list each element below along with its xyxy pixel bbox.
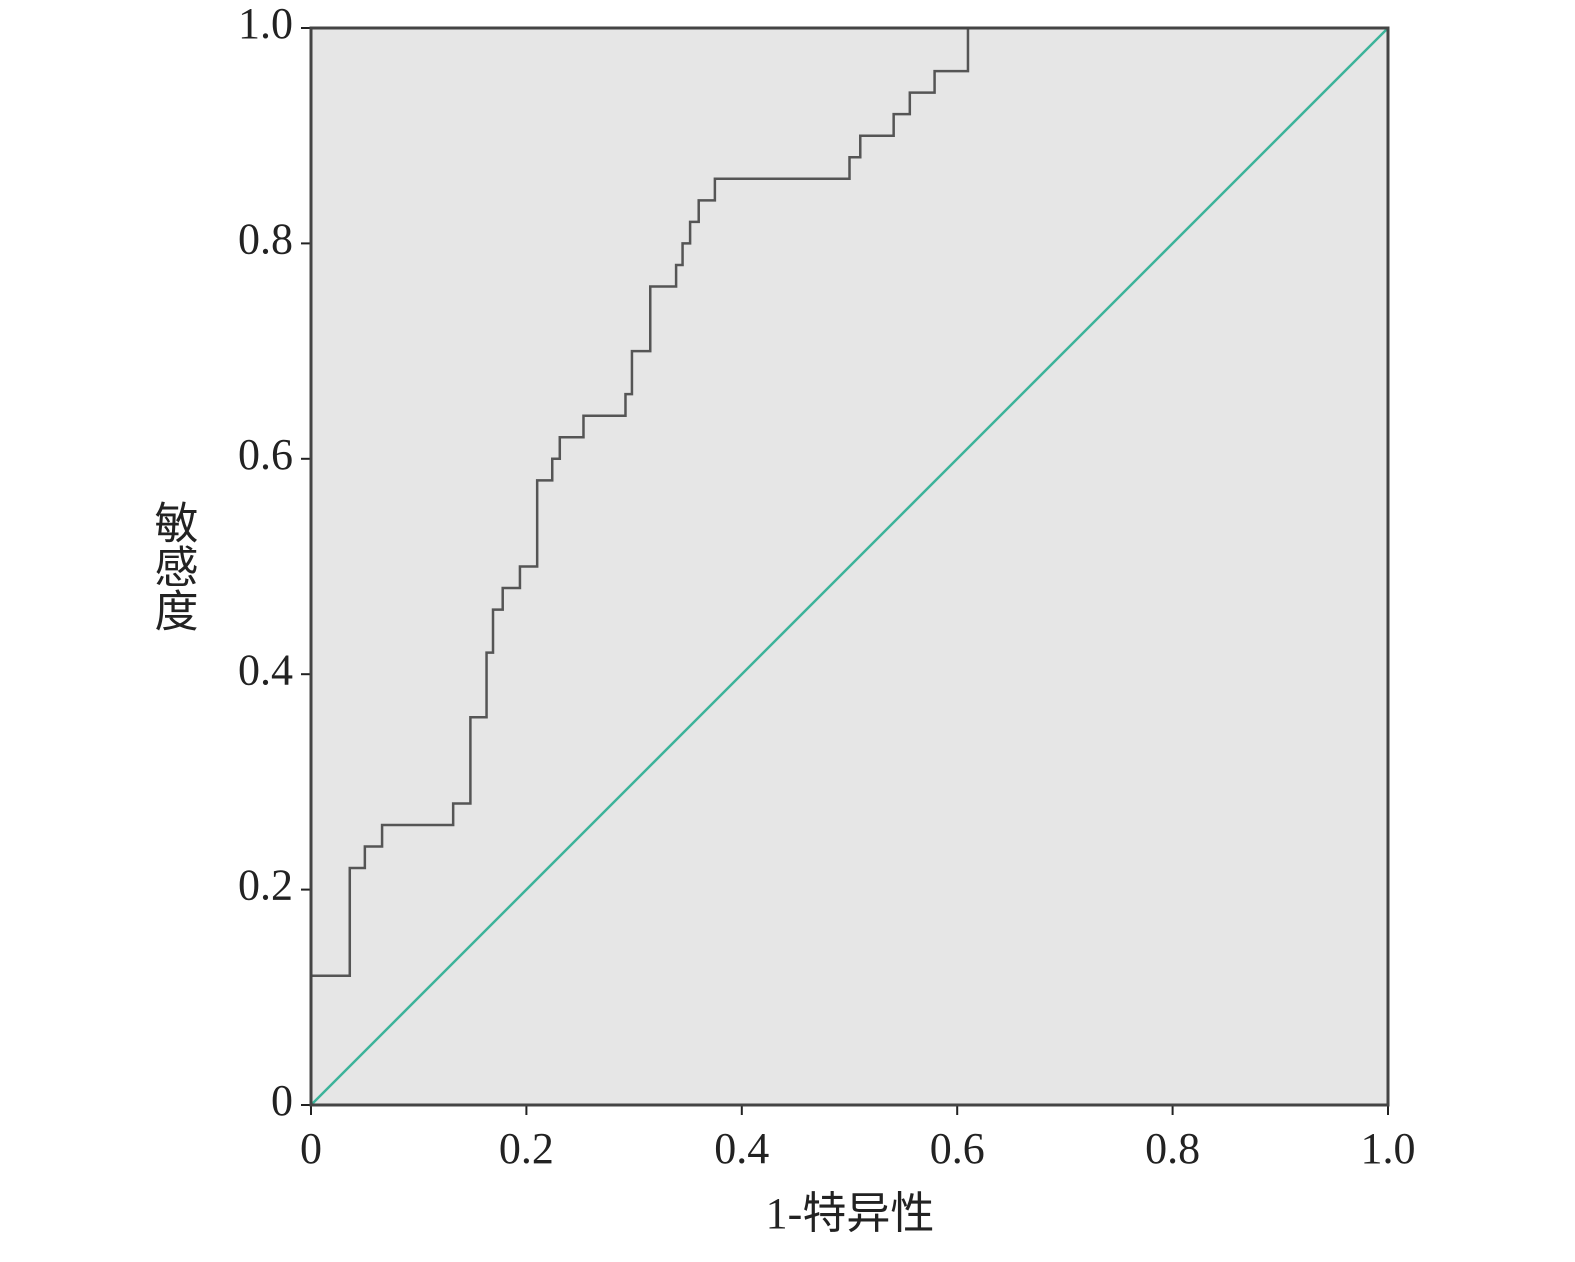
series-line <box>309 26 1388 1105</box>
y-tick-label: 0.2 <box>238 861 293 910</box>
y-tick-label: 0.8 <box>238 214 293 263</box>
x-tick-label: 0.2 <box>499 1124 554 1173</box>
x-tick-label: 1.0 <box>1361 1124 1416 1173</box>
x-tick-label: 0.6 <box>930 1124 985 1173</box>
plot-frame <box>309 26 1390 1107</box>
y-axis-label: 敏感度 <box>148 500 198 632</box>
y-tick-label: 0.4 <box>238 645 293 694</box>
x-tick-label: 0 <box>300 1124 322 1173</box>
series-line <box>310 27 1389 1106</box>
y-tick-label: 0.6 <box>238 430 293 479</box>
x-tick-label: 0.8 <box>1145 1124 1200 1173</box>
x-axis-label: 1-特异性 <box>766 1189 935 1238</box>
x-tick-label: 0.4 <box>714 1124 769 1173</box>
y-tick-label: 0 <box>271 1076 293 1125</box>
y-tick-label: 1.0 <box>238 0 293 48</box>
